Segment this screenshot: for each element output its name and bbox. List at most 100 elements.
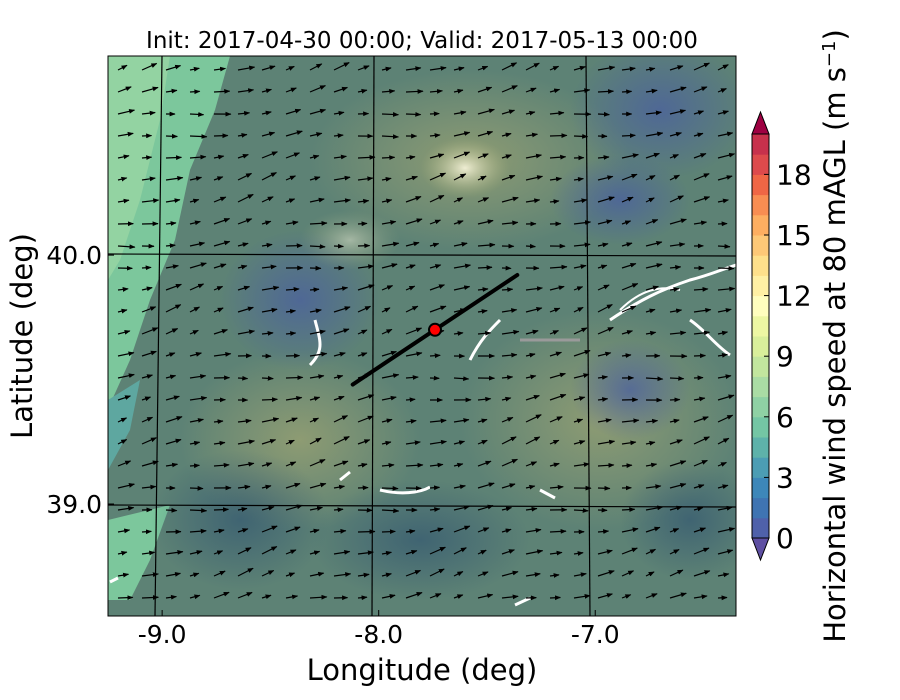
wind-arrow bbox=[597, 570, 615, 577]
wind-arrow bbox=[309, 108, 327, 115]
wind-arrow bbox=[261, 462, 273, 467]
wind-arrow bbox=[621, 173, 638, 181]
colorbar-bin bbox=[752, 497, 769, 519]
wind-arrow bbox=[645, 571, 655, 577]
wind-arrow bbox=[453, 547, 467, 555]
wind-arrow bbox=[165, 416, 183, 423]
wind-arrow bbox=[165, 507, 178, 513]
wind-arrow bbox=[477, 153, 489, 159]
wind-arrow bbox=[357, 572, 370, 578]
wind-arrow bbox=[429, 172, 447, 181]
wind-arrow bbox=[165, 176, 184, 181]
wind-arrow bbox=[165, 155, 183, 160]
wind-arrow bbox=[645, 285, 659, 291]
wind-arrow bbox=[333, 352, 346, 357]
wind-arrow bbox=[645, 197, 655, 203]
wind-arrow bbox=[669, 242, 686, 248]
wind-arrow bbox=[237, 329, 256, 335]
wind-arrow bbox=[645, 548, 656, 555]
wind-arrow bbox=[117, 550, 128, 556]
wind-arrow bbox=[693, 594, 708, 600]
colorbar-tick-label: 12 bbox=[776, 280, 812, 313]
wind-arrow bbox=[669, 376, 685, 381]
wind-arrow bbox=[669, 86, 687, 93]
wind-arrow bbox=[285, 417, 298, 423]
wind-arrow bbox=[237, 154, 249, 159]
wind-arrow bbox=[381, 241, 400, 247]
wind-arrow bbox=[405, 529, 416, 534]
wind-arrow bbox=[285, 220, 299, 226]
wind-arrow bbox=[453, 418, 470, 423]
wind-arrow bbox=[645, 308, 656, 314]
wind-arrow bbox=[237, 172, 253, 181]
wind-arrow bbox=[549, 416, 563, 423]
wind-arrow bbox=[693, 196, 711, 203]
wind-arrow bbox=[525, 62, 540, 71]
wind-arrow bbox=[453, 376, 470, 382]
colorbar-tick-label: 9 bbox=[776, 340, 794, 373]
wind-arrow bbox=[453, 505, 470, 511]
wind-arrow bbox=[429, 546, 446, 555]
wind-arrow bbox=[525, 484, 536, 490]
wind-arrow bbox=[117, 417, 128, 423]
wind-arrow bbox=[477, 418, 488, 424]
wind-arrow bbox=[429, 593, 442, 599]
wind-arrow bbox=[693, 330, 711, 336]
wind-arrow bbox=[237, 547, 252, 555]
wind-arrow bbox=[477, 309, 488, 314]
wind-arrow bbox=[717, 461, 727, 467]
wind-arrow bbox=[573, 198, 588, 204]
wind-arrow bbox=[357, 198, 370, 204]
wind-arrow bbox=[189, 418, 204, 423]
wind-arrow bbox=[189, 283, 205, 291]
wind-arrow bbox=[237, 110, 251, 116]
wind-arrow bbox=[333, 154, 347, 160]
wind-arrow bbox=[285, 175, 296, 181]
wind-arrow bbox=[333, 528, 347, 534]
wind-arrow bbox=[333, 484, 346, 490]
wind-arrow bbox=[333, 86, 348, 93]
wind-arrow bbox=[453, 88, 464, 94]
wind-arrow bbox=[477, 504, 494, 511]
wind-arrow bbox=[141, 198, 160, 204]
wind-arrow bbox=[429, 353, 441, 359]
wind-arrow bbox=[333, 133, 344, 139]
wind-arrow bbox=[477, 549, 487, 555]
wind-arrow bbox=[597, 111, 610, 117]
wind-arrow bbox=[309, 287, 320, 293]
wind-arrow bbox=[165, 221, 177, 226]
wind-arrow bbox=[501, 594, 519, 600]
wind-arrow bbox=[621, 547, 638, 555]
wind-arrow bbox=[501, 352, 518, 358]
wind-arrow bbox=[669, 287, 680, 292]
wind-arrow bbox=[357, 550, 374, 556]
wind-arrow bbox=[333, 306, 351, 313]
wind-arrow bbox=[261, 110, 272, 116]
wind-arrow bbox=[141, 416, 154, 423]
wind-arrow bbox=[717, 394, 735, 401]
wind-arrow bbox=[333, 286, 349, 291]
wind-arrow bbox=[597, 593, 613, 599]
wind-arrow bbox=[141, 595, 159, 600]
colorbar-min-extend bbox=[751, 537, 770, 562]
wind-arrow bbox=[357, 264, 375, 270]
wind-arrow bbox=[189, 395, 208, 401]
wind-arrow bbox=[333, 460, 349, 467]
wind-arrow bbox=[453, 594, 464, 599]
wind-arrow bbox=[693, 62, 710, 71]
wind-arrow bbox=[213, 89, 231, 94]
wind-arrow bbox=[189, 508, 208, 513]
wind-arrow bbox=[549, 550, 563, 556]
wind-arrow bbox=[477, 460, 492, 467]
wind-arrow bbox=[405, 549, 418, 555]
wind-arrow bbox=[309, 458, 326, 467]
wind-arrow bbox=[405, 89, 424, 94]
wind-arrow bbox=[261, 196, 274, 203]
wind-arrow bbox=[237, 242, 249, 248]
wind-arrow bbox=[693, 86, 708, 93]
wind-arrow bbox=[429, 305, 447, 313]
wind-arrow bbox=[597, 196, 615, 203]
wind-arrow bbox=[381, 328, 393, 335]
y-axis-ticks: 40.0 39.0 bbox=[46, 241, 114, 519]
wind-arrow bbox=[117, 395, 131, 401]
